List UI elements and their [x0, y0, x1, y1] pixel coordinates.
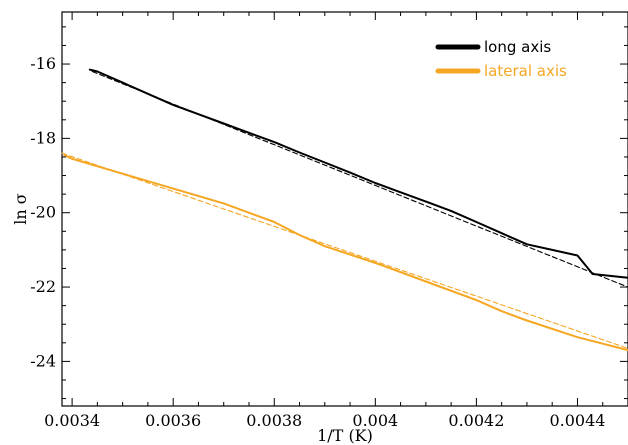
y-tick-label: -16 — [30, 54, 56, 73]
legend: long axis lateral axis — [435, 38, 567, 80]
y-tick-label: -24 — [30, 351, 56, 370]
x-axis-label: 1/T (K) — [317, 426, 373, 445]
x-tick-label: 0.0036 — [145, 411, 201, 430]
plot-frame — [61, 11, 628, 407]
y-axis-label: ln σ — [11, 193, 30, 225]
series-layer — [61, 68, 628, 352]
tick-labels-layer: 0.0034 0.0036 0.0038 0.004 0.0042 0.0044 -24 -2… — [30, 54, 605, 430]
legend-label-long-axis: long axis — [484, 38, 551, 56]
x-tick-label: 0.0034 — [44, 411, 100, 430]
x-tick-label: 0.0042 — [448, 411, 504, 430]
ticks-layer — [62, 12, 628, 406]
x-tick-label: 0.004 — [352, 411, 398, 430]
series-line-lateral-axis — [63, 154, 628, 352]
y-tick-label: -18 — [30, 128, 56, 147]
series-line-long-axis — [88, 68, 628, 279]
legend-label-lateral-axis: lateral axis — [484, 62, 567, 80]
y-tick-label: -20 — [30, 203, 56, 222]
fit-line-fit-2 — [91, 70, 628, 288]
fit-line-fit-3 — [61, 152, 628, 349]
x-tick-label: 0.0038 — [246, 411, 302, 430]
x-tick-label: 0.0044 — [549, 411, 605, 430]
y-tick-label: -22 — [30, 277, 56, 296]
